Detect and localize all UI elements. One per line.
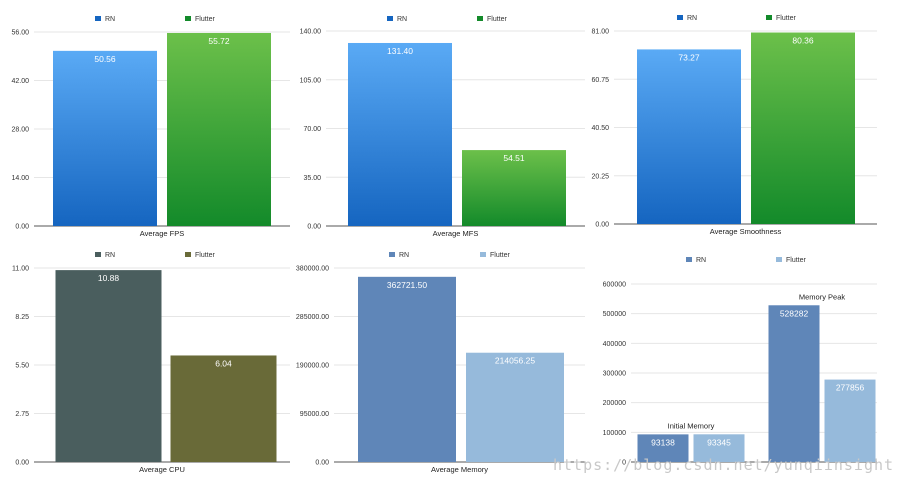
bar-flutter-memory-peak (824, 379, 876, 462)
y-tick-label: 95000.00 (300, 411, 329, 418)
y-tick-label: 28.00 (11, 127, 29, 134)
data-label: 80.36 (792, 36, 814, 46)
legend-swatch-rn (389, 252, 395, 257)
x-axis-label: Average Smoothness (710, 227, 782, 236)
data-label: 214056.25 (495, 356, 535, 366)
legend-swatch-rn (95, 16, 101, 21)
legend-label-flutter: Flutter (195, 16, 216, 23)
y-tick-label: 100000 (603, 430, 626, 437)
data-label: 73.27 (678, 52, 700, 62)
legend-label-flutter: Flutter (195, 252, 216, 259)
y-tick-label: 81.00 (591, 29, 609, 36)
data-label: 10.88 (98, 273, 120, 283)
bar-flutter (751, 32, 855, 225)
legend-swatch-rn (387, 16, 393, 21)
y-tick-label: 14.00 (11, 175, 29, 182)
y-tick-label: 5.50 (15, 363, 29, 370)
data-label: 93345 (707, 437, 731, 447)
y-tick-label: 500000 (603, 311, 626, 318)
y-tick-label: 600000 (603, 282, 626, 289)
y-tick-label: 40.50 (591, 125, 609, 132)
y-tick-label: 105.00 (300, 77, 322, 84)
legend-label-flutter: Flutter (776, 15, 797, 22)
y-tick-label: 70.00 (303, 126, 321, 133)
data-label: 55.72 (208, 36, 230, 46)
chart-4: 11.00 8.25 5.50 2.75 0.00 RN Flutter 10.88 6.04 A… (12, 252, 290, 474)
y-tick-label: 0.00 (595, 222, 609, 229)
data-label: 6.04 (215, 358, 232, 368)
legend-swatch-flutter (185, 252, 191, 257)
category-label: Memory Peak (799, 292, 846, 301)
bar-flutter (462, 150, 566, 226)
y-tick-label: 0 (622, 460, 626, 467)
y-tick-label: 285000.00 (296, 314, 329, 321)
bar-flutter (170, 355, 277, 462)
category-label: Initial Memory (668, 421, 715, 430)
data-label: 50.56 (94, 54, 116, 64)
data-label: 277856 (836, 383, 865, 393)
bar-flutter (167, 32, 271, 226)
data-label: 131.40 (387, 46, 413, 56)
y-tick-label: 2.75 (15, 411, 29, 418)
bar-rn-initial-memory (637, 434, 689, 462)
bar-flutter (466, 352, 564, 462)
x-axis-label: Average Memory (431, 465, 488, 474)
legend-label-rn: RN (696, 257, 706, 264)
chart-1: 56.00 42.00 28.00 14.00 0.00 RN Flutter 50.56 55… (11, 16, 290, 238)
bar-rn (53, 50, 157, 226)
legend-swatch-rn (95, 252, 101, 257)
y-tick-label: 380000.00 (296, 266, 329, 273)
y-tick-label: 35.00 (303, 175, 321, 182)
y-tick-label: 300000 (603, 371, 626, 378)
legend-label-flutter: Flutter (487, 16, 508, 23)
y-tick-label: 60.75 (591, 77, 609, 84)
chart-5: 380000.00 285000.00 190000.00 95000.00 0.00 R… (296, 252, 585, 474)
y-tick-label: 400000 (603, 341, 626, 348)
y-tick-label: 20.25 (591, 173, 609, 180)
y-tick-label: 190000.00 (296, 363, 329, 370)
legend-label-rn: RN (397, 16, 407, 23)
legend-swatch-rn (686, 257, 692, 262)
data-label: 362721.50 (387, 280, 427, 290)
y-tick-label: 8.25 (15, 314, 29, 321)
y-tick-label: 42.00 (11, 78, 29, 85)
data-label: 54.51 (503, 153, 525, 163)
legend-label-rn: RN (399, 252, 409, 259)
legend-swatch-rn (677, 15, 683, 20)
legend-label-rn: RN (687, 15, 697, 22)
watermark-text: https://blog.csdn.net/yunqiinsight (553, 456, 894, 474)
bar-rn (55, 270, 162, 462)
legend-swatch-flutter (766, 15, 772, 20)
y-tick-label: 140.00 (300, 29, 322, 36)
legend-swatch-flutter (480, 252, 486, 257)
x-axis-label: Average MFS (433, 229, 479, 238)
bar-flutter-initial-memory (693, 434, 745, 462)
chart-3: 81.00 60.75 40.50 20.25 0.00 RN Flutter 73.27 80… (591, 15, 877, 236)
x-axis-label: Average CPU (139, 465, 185, 474)
bar-rn (358, 276, 456, 462)
legend-swatch-flutter (477, 16, 483, 21)
data-label: 528282 (780, 308, 809, 318)
y-tick-label: 11.00 (12, 266, 29, 273)
bar-rn (348, 42, 452, 226)
legend-swatch-flutter (185, 16, 191, 21)
legend-label-rn: RN (105, 16, 115, 23)
legend-label-rn: RN (105, 252, 115, 259)
y-tick-label: 0.00 (315, 460, 329, 467)
y-tick-label: 56.00 (11, 30, 29, 37)
y-tick-label: 0.00 (15, 224, 29, 231)
data-label: 93138 (651, 437, 675, 447)
x-axis-label: Average FPS (140, 229, 184, 238)
chart-6: 600000 500000 400000 300000 200000 100000 0 RN F… (603, 257, 877, 467)
chart-2: 140.00 105.00 70.00 35.00 0.00 RN Flutter 131.4… (300, 16, 585, 238)
legend-label-flutter: Flutter (490, 252, 511, 259)
y-tick-label: 200000 (603, 400, 626, 407)
bar-rn-memory-peak (768, 305, 820, 462)
y-tick-label: 0.00 (15, 460, 29, 467)
legend-label-flutter: Flutter (786, 257, 807, 264)
legend-swatch-flutter (776, 257, 782, 262)
bar-rn (637, 49, 741, 224)
y-tick-label: 0.00 (307, 224, 321, 231)
